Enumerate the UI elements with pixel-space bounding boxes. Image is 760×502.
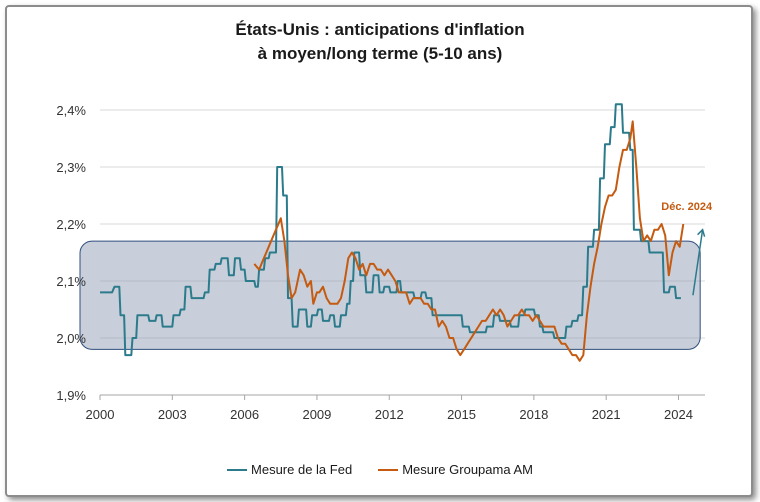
series-line-groupama xyxy=(253,120,685,362)
chart-legend: Mesure de la Fed Mesure Groupama AM xyxy=(0,462,760,477)
y-tick-label: 1,9% xyxy=(56,388,86,403)
y-tick-label: 2,3% xyxy=(56,160,86,175)
legend-label-groupama: Mesure Groupama AM xyxy=(402,462,533,477)
chart-frame xyxy=(5,5,753,497)
y-tick-label: 2,4% xyxy=(56,103,86,118)
chart-title: États-Unis : anticipations d'inflation xyxy=(235,20,525,39)
trend-arrow xyxy=(692,228,706,296)
x-tick-label: 2024 xyxy=(664,407,693,422)
x-tick-label: 2009 xyxy=(302,407,331,422)
legend-swatch-fed xyxy=(227,468,248,471)
series-line-fed xyxy=(100,103,681,357)
annotation-label: Déc. 2024 xyxy=(661,201,713,213)
x-tick-label: 2012 xyxy=(375,407,404,422)
x-tick-label: 2000 xyxy=(86,407,115,422)
legend-swatch-groupama xyxy=(378,468,399,471)
legend-label-fed: Mesure de la Fed xyxy=(251,462,353,477)
x-tick-label: 2003 xyxy=(158,407,187,422)
x-tick-label: 2021 xyxy=(592,407,621,422)
x-tick-label: 2018 xyxy=(519,407,548,422)
y-tick-label: 2,1% xyxy=(56,274,86,289)
highlight-band xyxy=(79,240,701,350)
legend-item-fed: Mesure de la Fed xyxy=(227,462,352,477)
y-tick-label: 2,2% xyxy=(56,217,86,232)
chart-subtitle: à moyen/long terme (5-10 ans) xyxy=(257,44,503,63)
legend-item-groupama: Mesure Groupama AM xyxy=(378,462,533,477)
x-tick-label: 2015 xyxy=(447,407,476,422)
x-tick-label: 2006 xyxy=(230,407,259,422)
y-tick-label: 2,0% xyxy=(56,331,86,346)
